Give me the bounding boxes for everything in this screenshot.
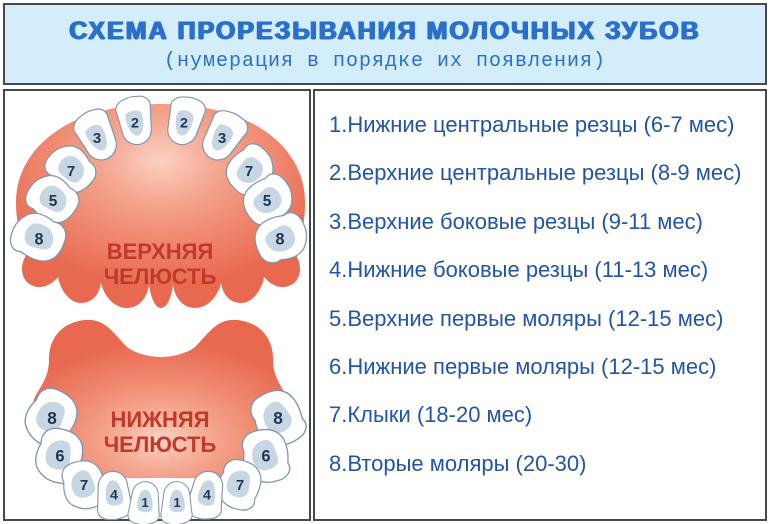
svg-text:7: 7 (80, 477, 88, 494)
svg-text:8: 8 (47, 408, 57, 428)
svg-text:5: 5 (49, 193, 58, 210)
svg-text:6: 6 (55, 448, 64, 466)
svg-text:ЧЕЛЮСТЬ: ЧЕЛЮСТЬ (104, 264, 217, 289)
svg-text:2: 2 (131, 116, 139, 132)
svg-text:1: 1 (173, 495, 180, 510)
svg-text:3: 3 (93, 130, 101, 147)
svg-text:ВЕРХНЯЯ: ВЕРХНЯЯ (107, 239, 214, 264)
svg-text:1: 1 (141, 495, 148, 510)
svg-text:5: 5 (263, 193, 272, 210)
svg-text:7: 7 (245, 163, 253, 180)
svg-text:8: 8 (273, 408, 283, 428)
svg-text:6: 6 (261, 448, 270, 466)
svg-text:7: 7 (236, 477, 244, 494)
svg-text:4: 4 (203, 488, 211, 504)
svg-text:8: 8 (34, 230, 43, 248)
svg-text:3: 3 (218, 130, 226, 147)
svg-text:НИЖНЯЯ: НИЖНЯЯ (110, 407, 209, 432)
svg-text:8: 8 (275, 230, 284, 248)
svg-text:ЧЕЛЮСТЬ: ЧЕЛЮСТЬ (104, 432, 217, 457)
svg-text:4: 4 (110, 488, 118, 504)
svg-text:2: 2 (180, 116, 188, 132)
svg-text:7: 7 (67, 163, 75, 180)
